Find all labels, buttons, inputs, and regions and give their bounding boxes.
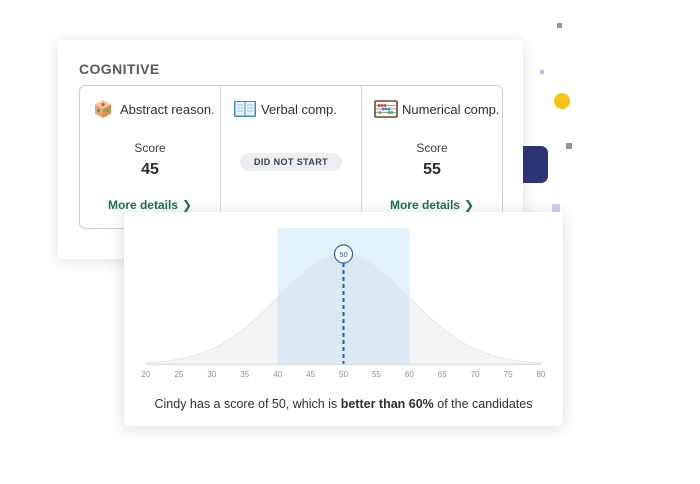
more-details-label: More details [389,198,460,212]
x-tick-label: 60 [405,370,414,379]
score-marker-label: 50 [339,250,347,259]
cube-icon [92,98,114,120]
more-details-link[interactable]: More details ❯ [80,198,220,212]
test-header: Verbal comp. [233,98,337,120]
test-name: Abstract reason. [120,101,215,117]
x-tick-label: 20 [142,370,151,379]
section-title: COGNITIVE [79,61,160,77]
x-tick-label: 50 [339,370,348,379]
test-name: Verbal comp. [261,101,337,117]
x-tick-label: 45 [306,370,315,379]
caption-suffix: of the candidates [433,397,533,411]
x-tick-label: 35 [240,370,249,379]
test-verbal-comprehension: Verbal comp. DID NOT START [221,86,362,228]
more-details-link[interactable]: More details ❯ [362,198,502,212]
decor-square [557,23,562,28]
score-marker-bubble [333,244,354,264]
x-tick-label: 30 [207,370,216,379]
test-list: Abstract reason. Score 45 More details ❯ [79,85,503,229]
test-header: Abstract reason. [92,98,215,120]
abacus-icon [374,98,398,120]
score-value: 55 [423,161,441,178]
score-label: Score [134,141,166,155]
decor-square [552,204,560,212]
decor-yellow-dot [554,93,570,109]
test-header: Numerical comp. [374,98,500,120]
score-value: 45 [141,161,159,178]
x-tick-label: 65 [438,370,447,379]
test-name: Numerical comp. [402,101,500,117]
caption-emphasis: better than 60% [340,397,434,411]
decor-square [566,143,572,149]
x-tick-label: 25 [174,370,183,379]
chevron-right-icon: ❯ [181,198,193,212]
score-caption: Cindy has a score of 50, which is better… [124,397,563,411]
caption-prefix: Cindy has a score of 50, which is [154,397,341,411]
score-distribution-card: 20 25 30 35 40 45 50 55 60 65 70 75 80 50 Cindy has a… [124,212,563,426]
x-tick-label: 70 [471,370,480,379]
x-tick-label: 80 [537,370,546,379]
x-tick-label: 55 [372,370,381,379]
test-abstract-reasoning: Abstract reason. Score 45 More details ❯ [80,86,221,228]
status-badge: DID NOT START [240,153,343,171]
chevron-right-icon: ❯ [463,198,475,212]
more-details-label: More details [107,198,178,212]
book-icon [233,98,256,120]
x-tick-label: 40 [273,370,282,379]
test-numerical-comprehension: Numerical comp. Score 55 More details ❯ [362,86,502,228]
x-tick-label: 75 [504,370,513,379]
decor-square [540,70,544,74]
distribution-chart: 20 25 30 35 40 45 50 55 60 65 70 75 80 50 [142,228,546,379]
score-label: Score [416,141,448,155]
